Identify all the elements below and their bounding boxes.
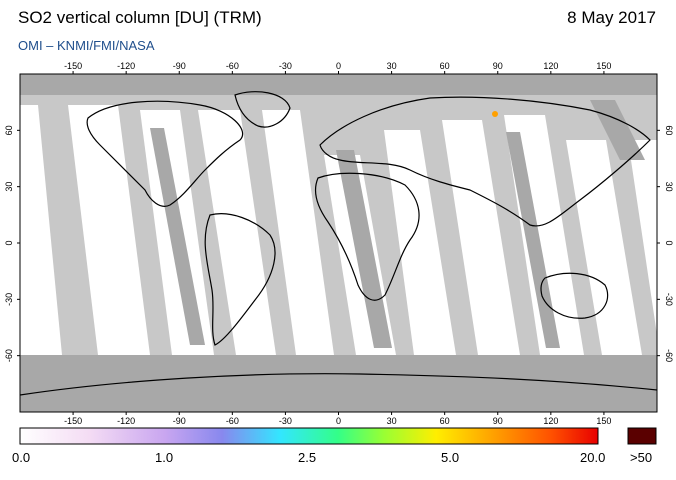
bottom-longitude-ticks: -150 -120 -90 -60 -30 0 30 60 90 120 150 — [64, 412, 611, 426]
right-tick-label: -60 — [664, 349, 674, 362]
top-tick-label: 30 — [387, 61, 397, 71]
top-tick-label: -90 — [173, 61, 186, 71]
top-tick-label: -30 — [279, 61, 292, 71]
top-tick-label: -120 — [117, 61, 135, 71]
left-tick-label: 0 — [4, 240, 14, 245]
colorbar-overflow-label: >50 — [630, 450, 653, 465]
top-tick-label: -150 — [64, 61, 82, 71]
left-tick-label: -30 — [4, 293, 14, 306]
bottom-tick-label: -60 — [226, 416, 239, 426]
left-latitude-ticks: 60 30 0 -30 -60 — [4, 125, 20, 362]
bottom-tick-label: 150 — [596, 416, 611, 426]
bottom-tick-label: -30 — [279, 416, 292, 426]
bottom-tick-label: 60 — [440, 416, 450, 426]
colorbar-overflow-swatch — [627, 427, 657, 445]
map-date: 8 May 2017 — [567, 8, 656, 27]
colorbar-label-2: 2.5 — [298, 450, 317, 465]
dark-swaths — [20, 74, 657, 412]
bottom-tick-label: 120 — [543, 416, 558, 426]
right-tick-label: 30 — [664, 182, 674, 192]
colorbar-gradient — [19, 427, 599, 445]
bottom-tick-label: -150 — [64, 416, 82, 426]
colorbar-label-0: 0.0 — [12, 450, 31, 465]
data-credit: OMI – KNMI/FMI/NASA — [18, 38, 155, 53]
left-tick-label: 30 — [4, 182, 14, 192]
bottom-tick-label: 90 — [493, 416, 503, 426]
so2-hotspot — [492, 111, 498, 117]
bottom-tick-label: 0 — [336, 416, 341, 426]
top-tick-label: 150 — [596, 61, 611, 71]
coastlines — [20, 91, 657, 396]
top-tick-label: -60 — [226, 61, 239, 71]
right-tick-label: -30 — [664, 293, 674, 306]
right-tick-label: 60 — [664, 125, 674, 135]
left-tick-label: -60 — [4, 349, 14, 362]
left-tick-label: 60 — [4, 125, 14, 135]
colorbar-label-4: 20.0 — [580, 450, 606, 465]
colorbar-label-1: 1.0 — [155, 450, 174, 465]
top-tick-label: 120 — [543, 61, 558, 71]
top-longitude-ticks: -150 -120 -90 -60 -30 0 30 60 90 120 150 — [64, 61, 611, 74]
top-tick-label: 0 — [336, 61, 341, 71]
bottom-tick-label: -120 — [117, 416, 135, 426]
top-tick-label: 60 — [440, 61, 450, 71]
top-tick-label: 90 — [493, 61, 503, 71]
map-title: SO2 vertical column [DU] (TRM) — [18, 8, 262, 27]
right-latitude-ticks: 60 30 0 -30 -60 — [657, 125, 674, 362]
colorbar-label-3: 5.0 — [441, 450, 460, 465]
right-tick-label: 0 — [664, 240, 674, 245]
bottom-tick-label: -90 — [173, 416, 186, 426]
bottom-tick-label: 30 — [387, 416, 397, 426]
